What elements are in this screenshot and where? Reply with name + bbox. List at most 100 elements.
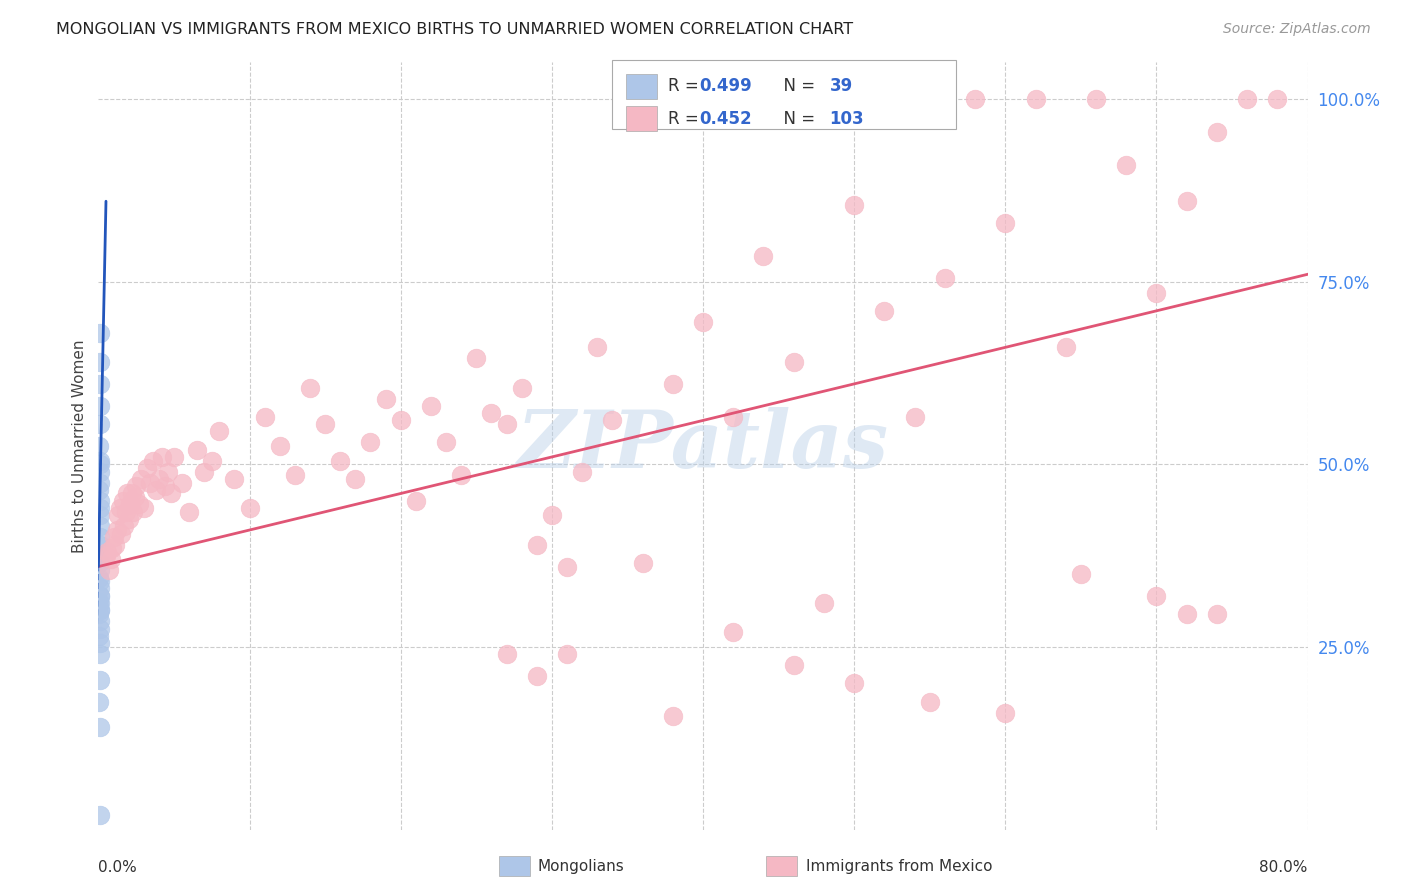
Point xyxy=(96,545,118,559)
Point xyxy=(1070,566,1092,581)
Point xyxy=(89,439,111,453)
Point xyxy=(844,676,866,690)
Point xyxy=(101,541,124,556)
Text: 80.0%: 80.0% xyxy=(1260,860,1308,875)
Point xyxy=(89,326,111,340)
Point xyxy=(114,505,136,519)
Text: Source: ZipAtlas.com: Source: ZipAtlas.com xyxy=(1223,22,1371,37)
Point xyxy=(873,303,896,318)
Point xyxy=(661,709,683,723)
Point xyxy=(661,376,683,391)
Point xyxy=(1024,92,1046,106)
Point xyxy=(329,453,352,467)
Point xyxy=(121,486,143,500)
Point xyxy=(1236,92,1258,106)
Point xyxy=(752,249,775,263)
Point xyxy=(108,501,131,516)
Point xyxy=(89,538,111,552)
Point xyxy=(374,392,396,406)
Point xyxy=(129,472,152,486)
Point xyxy=(571,465,593,479)
Point xyxy=(495,417,517,431)
Point xyxy=(89,556,111,570)
Text: Mongolians: Mongolians xyxy=(537,859,624,873)
Point xyxy=(1206,125,1229,139)
Point xyxy=(1144,589,1167,603)
Point xyxy=(89,570,111,584)
Point xyxy=(783,658,806,673)
Point xyxy=(89,501,111,516)
Point xyxy=(104,538,127,552)
Point xyxy=(145,483,167,497)
Point xyxy=(555,559,578,574)
Point xyxy=(89,589,111,603)
Point xyxy=(89,355,111,369)
Point xyxy=(89,483,111,497)
Point xyxy=(135,461,157,475)
Point xyxy=(994,706,1017,720)
Point xyxy=(965,92,987,106)
Point xyxy=(89,465,111,479)
Point xyxy=(103,530,125,544)
Point xyxy=(186,442,208,457)
Point xyxy=(89,596,111,610)
Point xyxy=(1175,607,1198,621)
Point xyxy=(253,409,276,424)
Point xyxy=(918,695,941,709)
Point xyxy=(269,439,291,453)
Point xyxy=(124,490,146,504)
Point xyxy=(692,315,714,329)
Point xyxy=(122,505,145,519)
Point xyxy=(89,508,111,523)
Point xyxy=(118,512,141,526)
Point xyxy=(98,563,121,577)
Point xyxy=(89,582,111,596)
Point xyxy=(481,406,503,420)
Point xyxy=(389,413,412,427)
Point xyxy=(89,475,111,490)
Point xyxy=(89,399,111,413)
Point xyxy=(994,216,1017,230)
Point xyxy=(465,351,488,366)
Point xyxy=(1054,340,1077,354)
Point xyxy=(89,622,111,636)
Point xyxy=(813,596,835,610)
Point xyxy=(1175,194,1198,209)
Point xyxy=(89,603,111,617)
Point xyxy=(179,505,201,519)
Text: 39: 39 xyxy=(830,78,853,95)
Point xyxy=(526,538,548,552)
Point xyxy=(450,468,472,483)
Point xyxy=(148,472,170,486)
Point xyxy=(142,453,165,467)
Point xyxy=(360,435,382,450)
Point xyxy=(89,417,111,431)
Point xyxy=(405,493,427,508)
Point xyxy=(89,808,111,822)
Point xyxy=(89,647,111,661)
Point xyxy=(239,501,262,516)
Point xyxy=(631,556,654,570)
Point xyxy=(156,465,179,479)
Point xyxy=(89,563,111,577)
Text: Immigrants from Mexico: Immigrants from Mexico xyxy=(806,859,993,873)
Point xyxy=(284,468,307,483)
Point xyxy=(89,596,111,610)
Point xyxy=(115,486,138,500)
Text: N =: N = xyxy=(773,110,821,128)
Point xyxy=(89,629,111,643)
Text: 0.452: 0.452 xyxy=(699,110,751,128)
Point xyxy=(94,549,117,563)
Point xyxy=(89,549,111,563)
Point xyxy=(89,636,111,650)
Point xyxy=(128,498,150,512)
Point xyxy=(1144,285,1167,300)
Point xyxy=(844,198,866,212)
Point xyxy=(420,399,443,413)
Text: MONGOLIAN VS IMMIGRANTS FROM MEXICO BIRTHS TO UNMARRIED WOMEN CORRELATION CHART: MONGOLIAN VS IMMIGRANTS FROM MEXICO BIRT… xyxy=(56,22,853,37)
Point xyxy=(1206,607,1229,621)
Text: 0.0%: 0.0% xyxy=(98,860,138,875)
Point xyxy=(723,409,745,424)
Point xyxy=(120,498,142,512)
Point xyxy=(89,574,111,589)
